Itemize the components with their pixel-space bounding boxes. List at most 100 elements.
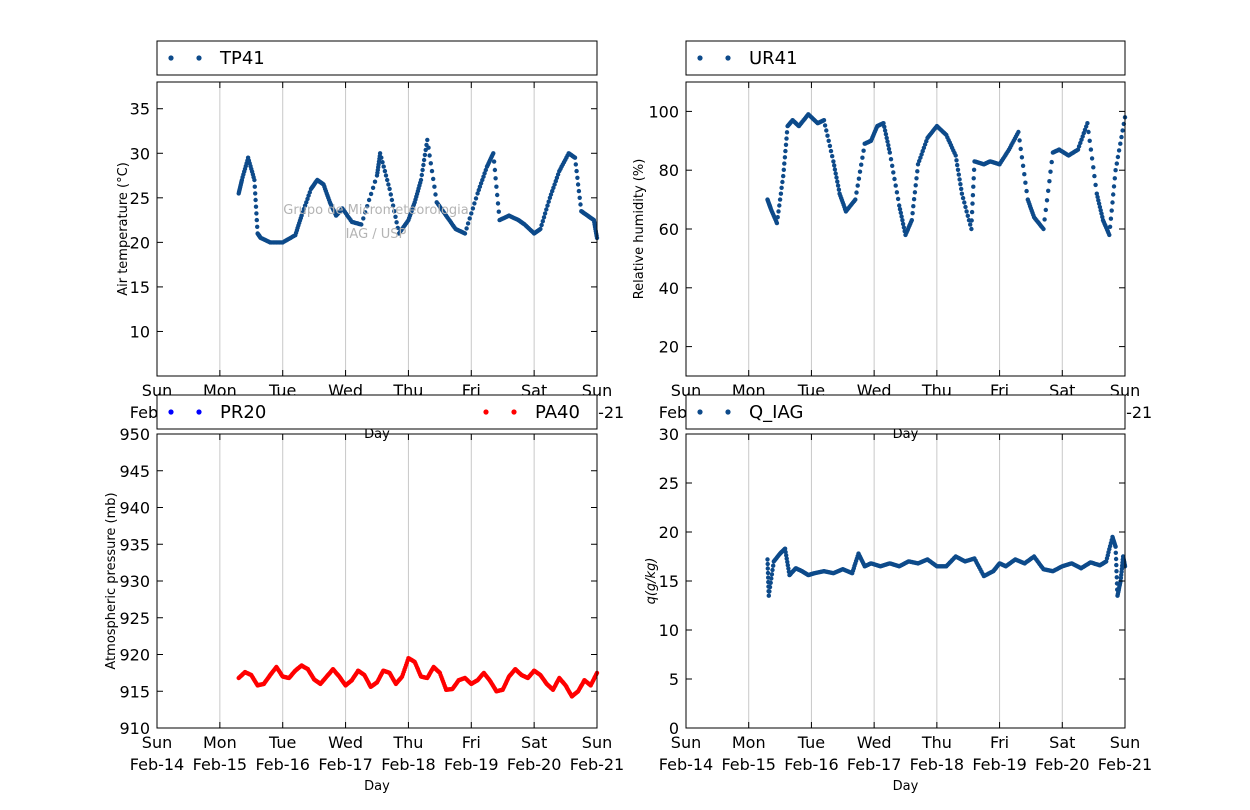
series-pa40 bbox=[236, 656, 600, 699]
x-tick-label: Feb-14 bbox=[130, 755, 184, 774]
data-point bbox=[969, 226, 974, 232]
data-point bbox=[825, 133, 830, 138]
data-point bbox=[900, 218, 905, 223]
x-tick-label: Feb-19 bbox=[972, 755, 1026, 774]
data-point bbox=[541, 215, 547, 220]
watermark: Grupo de Micrometeorologia IAG / USP bbox=[283, 203, 469, 242]
data-point bbox=[765, 566, 770, 571]
y-tick-label: 945 bbox=[119, 462, 150, 481]
x-tick-label: Thu bbox=[921, 733, 952, 752]
x-tick-label: Sun bbox=[582, 733, 612, 752]
data-point bbox=[1114, 569, 1119, 574]
data-point bbox=[1019, 155, 1025, 160]
data-point bbox=[538, 226, 543, 232]
data-point bbox=[383, 173, 389, 178]
y-tick-label: 80 bbox=[659, 161, 679, 180]
data-point bbox=[768, 580, 773, 585]
data-point bbox=[433, 192, 438, 197]
data-point bbox=[470, 206, 476, 211]
data-point bbox=[859, 162, 864, 167]
data-point bbox=[1100, 214, 1105, 220]
data-point bbox=[835, 183, 841, 188]
data-point bbox=[782, 161, 787, 166]
data-point bbox=[573, 162, 578, 167]
data-point bbox=[545, 203, 550, 208]
data-point bbox=[462, 231, 468, 236]
y-tick-label: 920 bbox=[119, 646, 150, 665]
data-point bbox=[469, 211, 474, 216]
legend-box bbox=[156, 40, 598, 76]
data-point bbox=[971, 176, 976, 181]
data-point bbox=[464, 226, 469, 231]
data-point bbox=[1041, 226, 1046, 232]
x-tick-label: Fri bbox=[462, 733, 481, 752]
data-point bbox=[254, 211, 259, 216]
data-point bbox=[786, 566, 791, 571]
legend-marker bbox=[697, 55, 703, 61]
data-point bbox=[255, 224, 260, 229]
data-point bbox=[301, 206, 307, 212]
data-point bbox=[554, 175, 560, 180]
data-point bbox=[784, 130, 790, 135]
data-point bbox=[898, 210, 903, 215]
data-point bbox=[832, 163, 837, 168]
data-point bbox=[1022, 172, 1027, 177]
data-point bbox=[861, 148, 866, 153]
data-point bbox=[779, 185, 784, 190]
data-point bbox=[886, 146, 892, 152]
x-axis-label: Day bbox=[893, 779, 919, 794]
data-point bbox=[1108, 216, 1114, 221]
data-point bbox=[381, 164, 386, 169]
chart-panel-3: 910 915 920 925 930 935 940 945 950 Sun Feb-14 Mon F… bbox=[104, 394, 624, 794]
data-point bbox=[971, 167, 977, 172]
data-point bbox=[1085, 121, 1090, 126]
data-point bbox=[253, 204, 259, 209]
data-point bbox=[784, 556, 789, 561]
plot-frame bbox=[685, 433, 1126, 729]
data-point bbox=[368, 191, 374, 197]
data-point bbox=[422, 152, 428, 158]
data-point bbox=[1111, 192, 1116, 197]
data-point bbox=[912, 190, 918, 195]
data-point bbox=[551, 185, 556, 190]
data-point bbox=[885, 139, 890, 144]
data-point bbox=[495, 201, 501, 206]
data-point bbox=[366, 197, 372, 203]
data-point bbox=[359, 222, 364, 227]
data-point bbox=[1016, 129, 1021, 135]
data-point bbox=[477, 184, 483, 189]
data-point bbox=[542, 211, 548, 216]
data-point bbox=[897, 207, 903, 212]
legend: UR41 bbox=[685, 40, 1126, 76]
y-tick-label: 10 bbox=[130, 322, 150, 341]
data-point bbox=[769, 576, 774, 581]
data-point bbox=[1115, 154, 1121, 160]
data-point bbox=[465, 221, 471, 226]
data-point bbox=[777, 197, 783, 202]
data-point bbox=[854, 190, 859, 195]
data-point bbox=[766, 593, 771, 598]
series-ur41 bbox=[765, 112, 1128, 238]
x-tick-label: Feb-16 bbox=[784, 755, 838, 774]
data-point bbox=[830, 154, 835, 159]
legend: PR20 PA40 bbox=[156, 394, 598, 430]
data-point bbox=[1095, 194, 1100, 200]
y-tick-label: 935 bbox=[119, 535, 150, 554]
x-tick-label: Feb-19 bbox=[444, 755, 498, 774]
data-point bbox=[300, 210, 305, 215]
data-point bbox=[1043, 207, 1049, 213]
data-point bbox=[361, 216, 366, 221]
y-tick-label: 930 bbox=[119, 572, 150, 591]
watermark-line-2: IAG / USP bbox=[346, 227, 407, 242]
data-point bbox=[765, 570, 771, 576]
data-point bbox=[476, 187, 481, 193]
data-point bbox=[577, 195, 582, 200]
data-point bbox=[784, 553, 789, 558]
data-point bbox=[1114, 161, 1120, 166]
data-point bbox=[963, 204, 968, 210]
data-point bbox=[883, 132, 889, 137]
data-point bbox=[891, 170, 896, 175]
data-point bbox=[767, 589, 772, 594]
data-point bbox=[421, 162, 426, 168]
data-point bbox=[1078, 140, 1083, 146]
